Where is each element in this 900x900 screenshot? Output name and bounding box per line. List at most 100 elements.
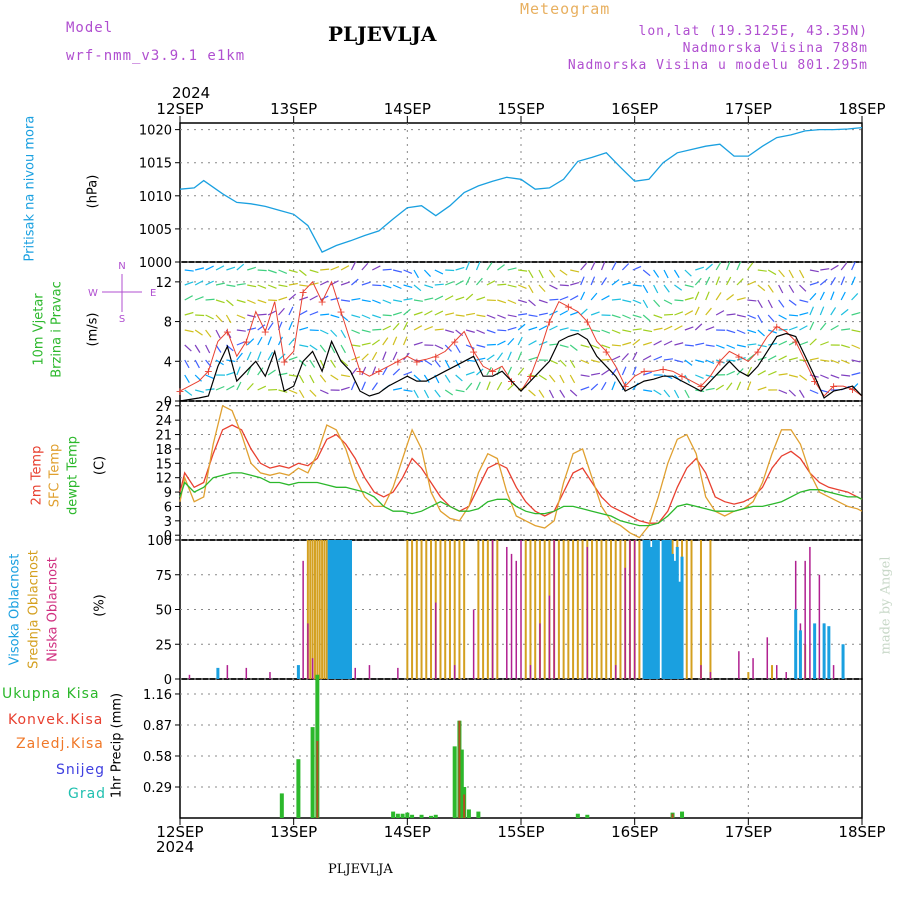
wind-arrow <box>663 340 673 346</box>
high-cloud-bar <box>339 540 343 679</box>
wind-arrow <box>476 296 486 301</box>
wind-arrow <box>455 280 464 286</box>
mid-cloud-bar <box>557 540 560 679</box>
wind-arrow <box>445 329 455 334</box>
wind-arrow <box>361 342 371 346</box>
year-bottom: 2024 <box>156 838 195 856</box>
low-cloud-bar <box>354 667 356 679</box>
wind-arrow <box>819 306 825 316</box>
wind-arrow <box>184 344 192 352</box>
high-cloud-bar <box>680 556 684 679</box>
high-cloud-bar <box>666 540 670 679</box>
wind-arrow <box>653 327 663 331</box>
temperature-y-tick-label: 0 <box>164 529 172 544</box>
wind-arrow <box>841 374 851 377</box>
wind-arrow <box>705 344 715 347</box>
wind-gust-point: + <box>299 286 308 299</box>
wind-arrow <box>434 283 444 286</box>
wind-arrow <box>475 261 481 271</box>
wind-gust-point: + <box>602 345 611 358</box>
wind-arrow <box>747 299 757 302</box>
high-cloud-bar <box>813 623 817 679</box>
precip-total-bar <box>680 811 685 818</box>
wind-arrow <box>194 374 202 382</box>
time-label-bottom: 14SEP <box>384 823 431 841</box>
high-cloud-bar <box>675 546 679 679</box>
wind-arrow <box>413 389 419 399</box>
wind-arrow <box>277 336 283 346</box>
meteogram-heading: Meteogram <box>520 0 611 18</box>
wind-arrow <box>559 374 565 384</box>
wind-speed-line <box>179 332 863 402</box>
wind-arrow <box>528 326 538 331</box>
wind-arrow <box>257 269 267 272</box>
wind-arrow <box>674 284 683 291</box>
wind-arrow <box>611 261 617 271</box>
low-cloud-bar <box>453 665 456 679</box>
wind-arrow <box>538 340 548 346</box>
wind-arrow <box>778 373 788 376</box>
wind-arrow <box>726 370 736 376</box>
cloud-y-tick-label: 75 <box>155 569 172 584</box>
wind-arrow <box>851 276 856 286</box>
wind-arrow <box>705 387 715 391</box>
wind-arrow <box>194 359 200 369</box>
wind-gust-point: + <box>261 326 270 339</box>
wind-arrow <box>496 264 505 271</box>
wind-arrow <box>788 357 798 361</box>
wind-arrow <box>601 344 611 349</box>
wind-arrow <box>632 328 642 331</box>
wind-arrow <box>580 386 590 391</box>
wind-arrow <box>257 385 267 391</box>
precip-total-bar <box>433 814 438 818</box>
high-cloud-bar <box>642 540 646 679</box>
time-label-bottom: 17SEP <box>725 823 772 841</box>
station-altitude-text: Nadmorska Visina 788m <box>682 41 868 56</box>
wind-gust-point: + <box>810 375 819 388</box>
wind-arrow <box>257 367 264 376</box>
wind-arrow <box>351 278 359 286</box>
wind-arrow <box>715 276 720 286</box>
pressure-line <box>179 126 863 253</box>
wind-arrow <box>695 266 705 271</box>
compass-east-label: E <box>150 288 156 299</box>
wind-arrow <box>372 299 381 304</box>
wind-arrow <box>559 284 569 287</box>
low-cloud-bar <box>435 602 437 679</box>
wind-arrow <box>517 323 526 331</box>
mid-cloud-bar <box>477 540 480 679</box>
compass-north-label: N <box>118 261 125 272</box>
wind-arrow <box>590 261 596 271</box>
wind-arrow <box>236 299 246 304</box>
wind-arrow <box>809 281 819 286</box>
wind-gust-point: + <box>640 365 649 378</box>
wind-arrow <box>361 314 371 320</box>
wind-arrow <box>476 277 483 286</box>
wind-arrow <box>445 312 455 316</box>
wind-arrow <box>538 389 545 398</box>
wind-arrow <box>215 329 221 339</box>
wind-arrow <box>538 269 544 279</box>
wind-arrow <box>809 357 819 361</box>
wind-arrow <box>309 359 316 368</box>
low-cloud-bar <box>491 540 494 679</box>
precip-total-bar <box>476 811 481 818</box>
compass-south-label: S <box>119 314 125 325</box>
wind-arrow <box>247 284 257 288</box>
mid-cloud-bar <box>311 540 314 679</box>
wind-arrow <box>705 326 715 331</box>
wind-arrow <box>538 325 548 331</box>
wind-arrow <box>226 299 234 307</box>
wind-arrow <box>757 344 767 348</box>
high-cloud-bar <box>346 540 350 679</box>
wind-arrow <box>340 374 350 378</box>
wind-arrow <box>309 295 318 301</box>
mid-cloud-bar <box>572 540 575 679</box>
wind-arrow <box>778 389 788 394</box>
wind-arrow <box>423 269 431 277</box>
model-name: wrf-nmm_v3.9.1 e1km <box>66 48 246 64</box>
wind-arrow <box>194 296 204 301</box>
wind-arrow <box>695 374 704 380</box>
wind-arrow <box>622 341 632 346</box>
wind-arrow <box>695 342 705 346</box>
